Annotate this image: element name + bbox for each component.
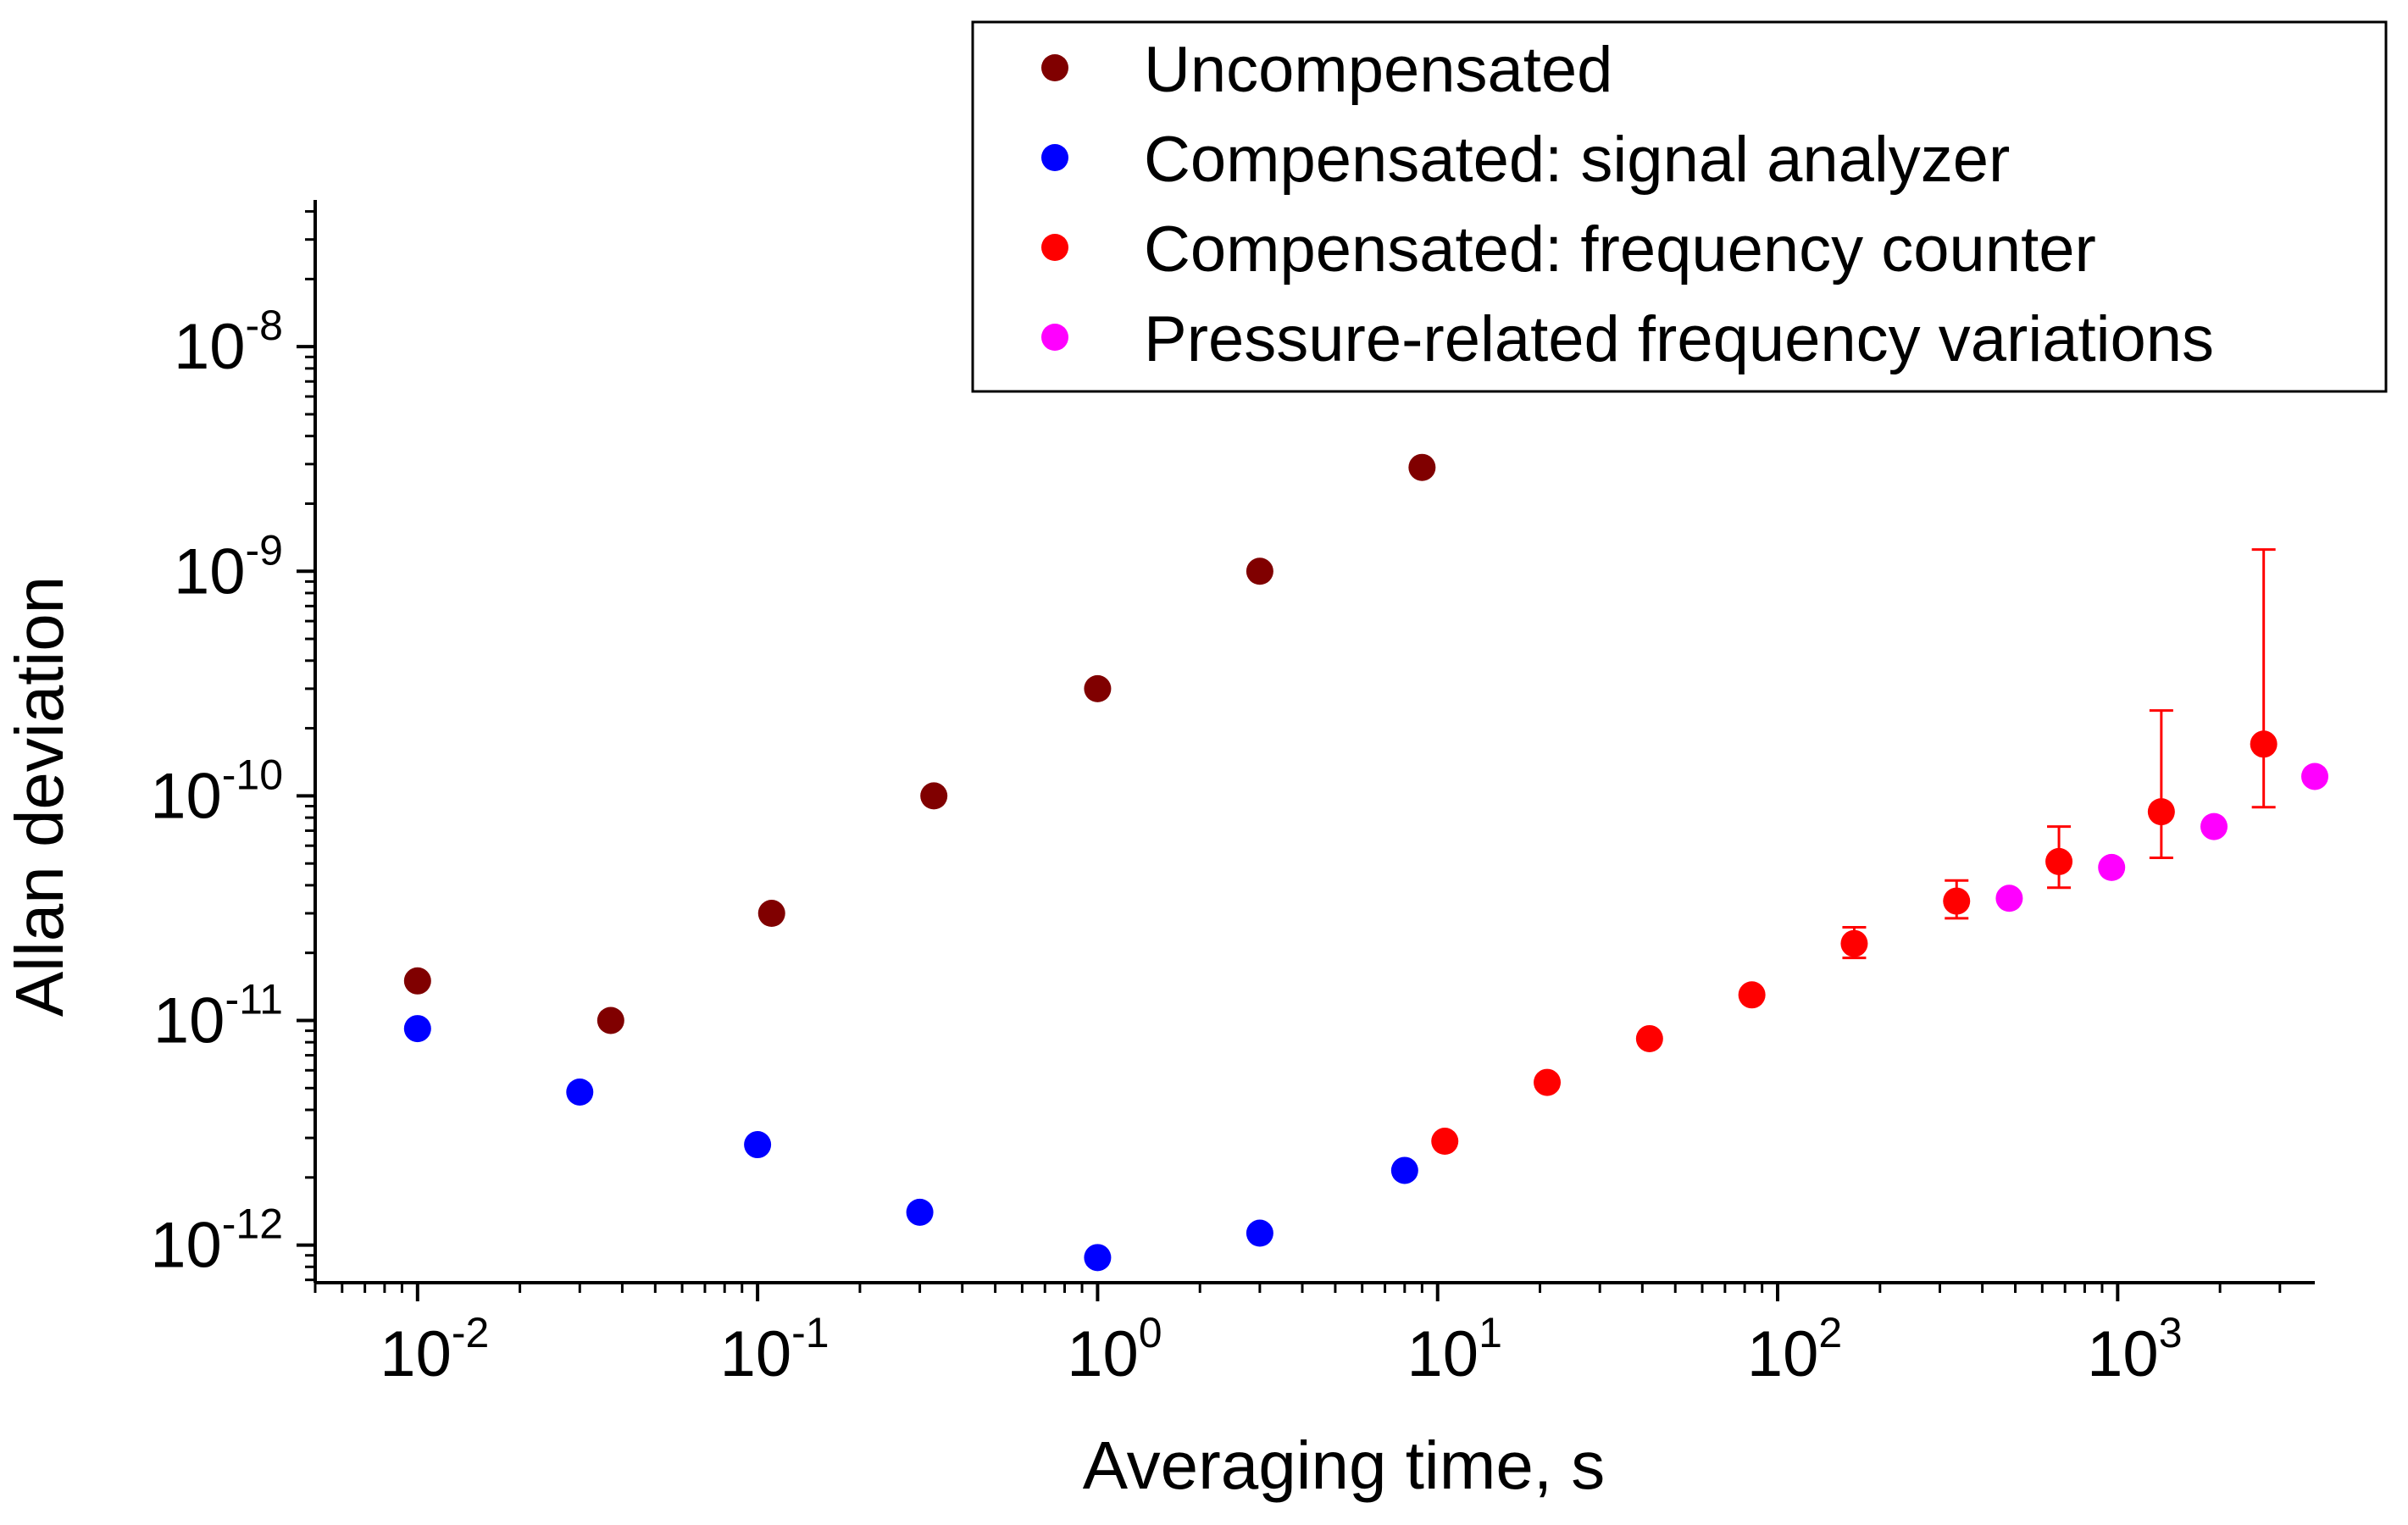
x-tick-label: 102 bbox=[1747, 1309, 1842, 1390]
data-point-series-2 bbox=[1246, 1219, 1273, 1247]
data-point-series-3 bbox=[2250, 730, 2278, 758]
data-point-series-3 bbox=[1738, 981, 1766, 1009]
data-point-series-4 bbox=[2301, 762, 2328, 790]
legend-marker bbox=[1041, 324, 1068, 351]
data-point-series-2 bbox=[566, 1078, 594, 1106]
y-tick-label: 10-10 bbox=[150, 751, 283, 832]
data-point-series-1 bbox=[1084, 674, 1112, 702]
x-axis-title: Averaging time, s bbox=[1083, 1428, 1606, 1503]
data-point-series-2 bbox=[403, 1015, 431, 1043]
legend-label: Compensated: signal analyzer bbox=[1144, 124, 2010, 196]
data-point-series-2 bbox=[906, 1198, 934, 1226]
data-point-series-4 bbox=[1995, 884, 2023, 912]
legend-marker bbox=[1041, 54, 1068, 81]
legend-label: Compensated: frequency counter bbox=[1144, 214, 2096, 286]
y-tick-label: 10-8 bbox=[174, 302, 283, 383]
axes bbox=[297, 200, 2315, 1301]
legend-label: Pressure-related frequency variations bbox=[1144, 303, 2214, 375]
data-point-series-2 bbox=[1084, 1244, 1112, 1272]
data-point-series-3 bbox=[1431, 1128, 1459, 1156]
x-tick-label: 103 bbox=[2087, 1309, 2182, 1390]
data-point-series-1 bbox=[1246, 557, 1273, 585]
data-point-series-3 bbox=[1635, 1024, 1663, 1052]
data-point-series-4 bbox=[2200, 812, 2228, 840]
data-point-series-3 bbox=[2147, 798, 2175, 826]
y-tick-labels: 10-12 10-11 10-10 10-9 10-8 bbox=[150, 302, 283, 1281]
data-point-series-1 bbox=[403, 967, 431, 995]
data-point-series-2 bbox=[744, 1131, 772, 1159]
legend-marker bbox=[1041, 234, 1068, 261]
data-point-series-3 bbox=[1534, 1068, 1562, 1096]
data-point-series-1 bbox=[920, 782, 948, 810]
data-point-series-1 bbox=[596, 1006, 624, 1034]
x-tick-labels: 10-2 10-1 100 101 102 103 bbox=[380, 1309, 2182, 1390]
y-tick-label: 10-12 bbox=[150, 1201, 283, 1282]
legend-marker bbox=[1041, 144, 1068, 171]
x-tick-label: 10-2 bbox=[380, 1309, 489, 1390]
x-tick-label: 10-1 bbox=[720, 1309, 829, 1390]
data-point-series-4 bbox=[2098, 853, 2126, 881]
data-point-series-1 bbox=[757, 900, 785, 928]
error-bars bbox=[1842, 548, 2276, 960]
data-points bbox=[403, 453, 2328, 1272]
data-point-series-3 bbox=[2045, 847, 2073, 875]
x-tick-label: 100 bbox=[1067, 1309, 1162, 1390]
y-axis-title: Allan deviation bbox=[2, 576, 77, 1017]
data-point-series-2 bbox=[1390, 1156, 1418, 1184]
data-point-series-3 bbox=[1943, 887, 1971, 915]
legend-label: Uncompensated bbox=[1144, 34, 1612, 106]
data-point-series-3 bbox=[1840, 929, 1868, 957]
y-tick-label: 10-9 bbox=[174, 526, 283, 607]
data-point-series-1 bbox=[1408, 453, 1436, 481]
legend: Uncompensated Compensated: signal analyze… bbox=[971, 20, 2388, 393]
y-tick-label: 10-11 bbox=[153, 975, 283, 1056]
legend-box bbox=[971, 20, 2388, 393]
x-tick-label: 101 bbox=[1407, 1309, 1502, 1390]
